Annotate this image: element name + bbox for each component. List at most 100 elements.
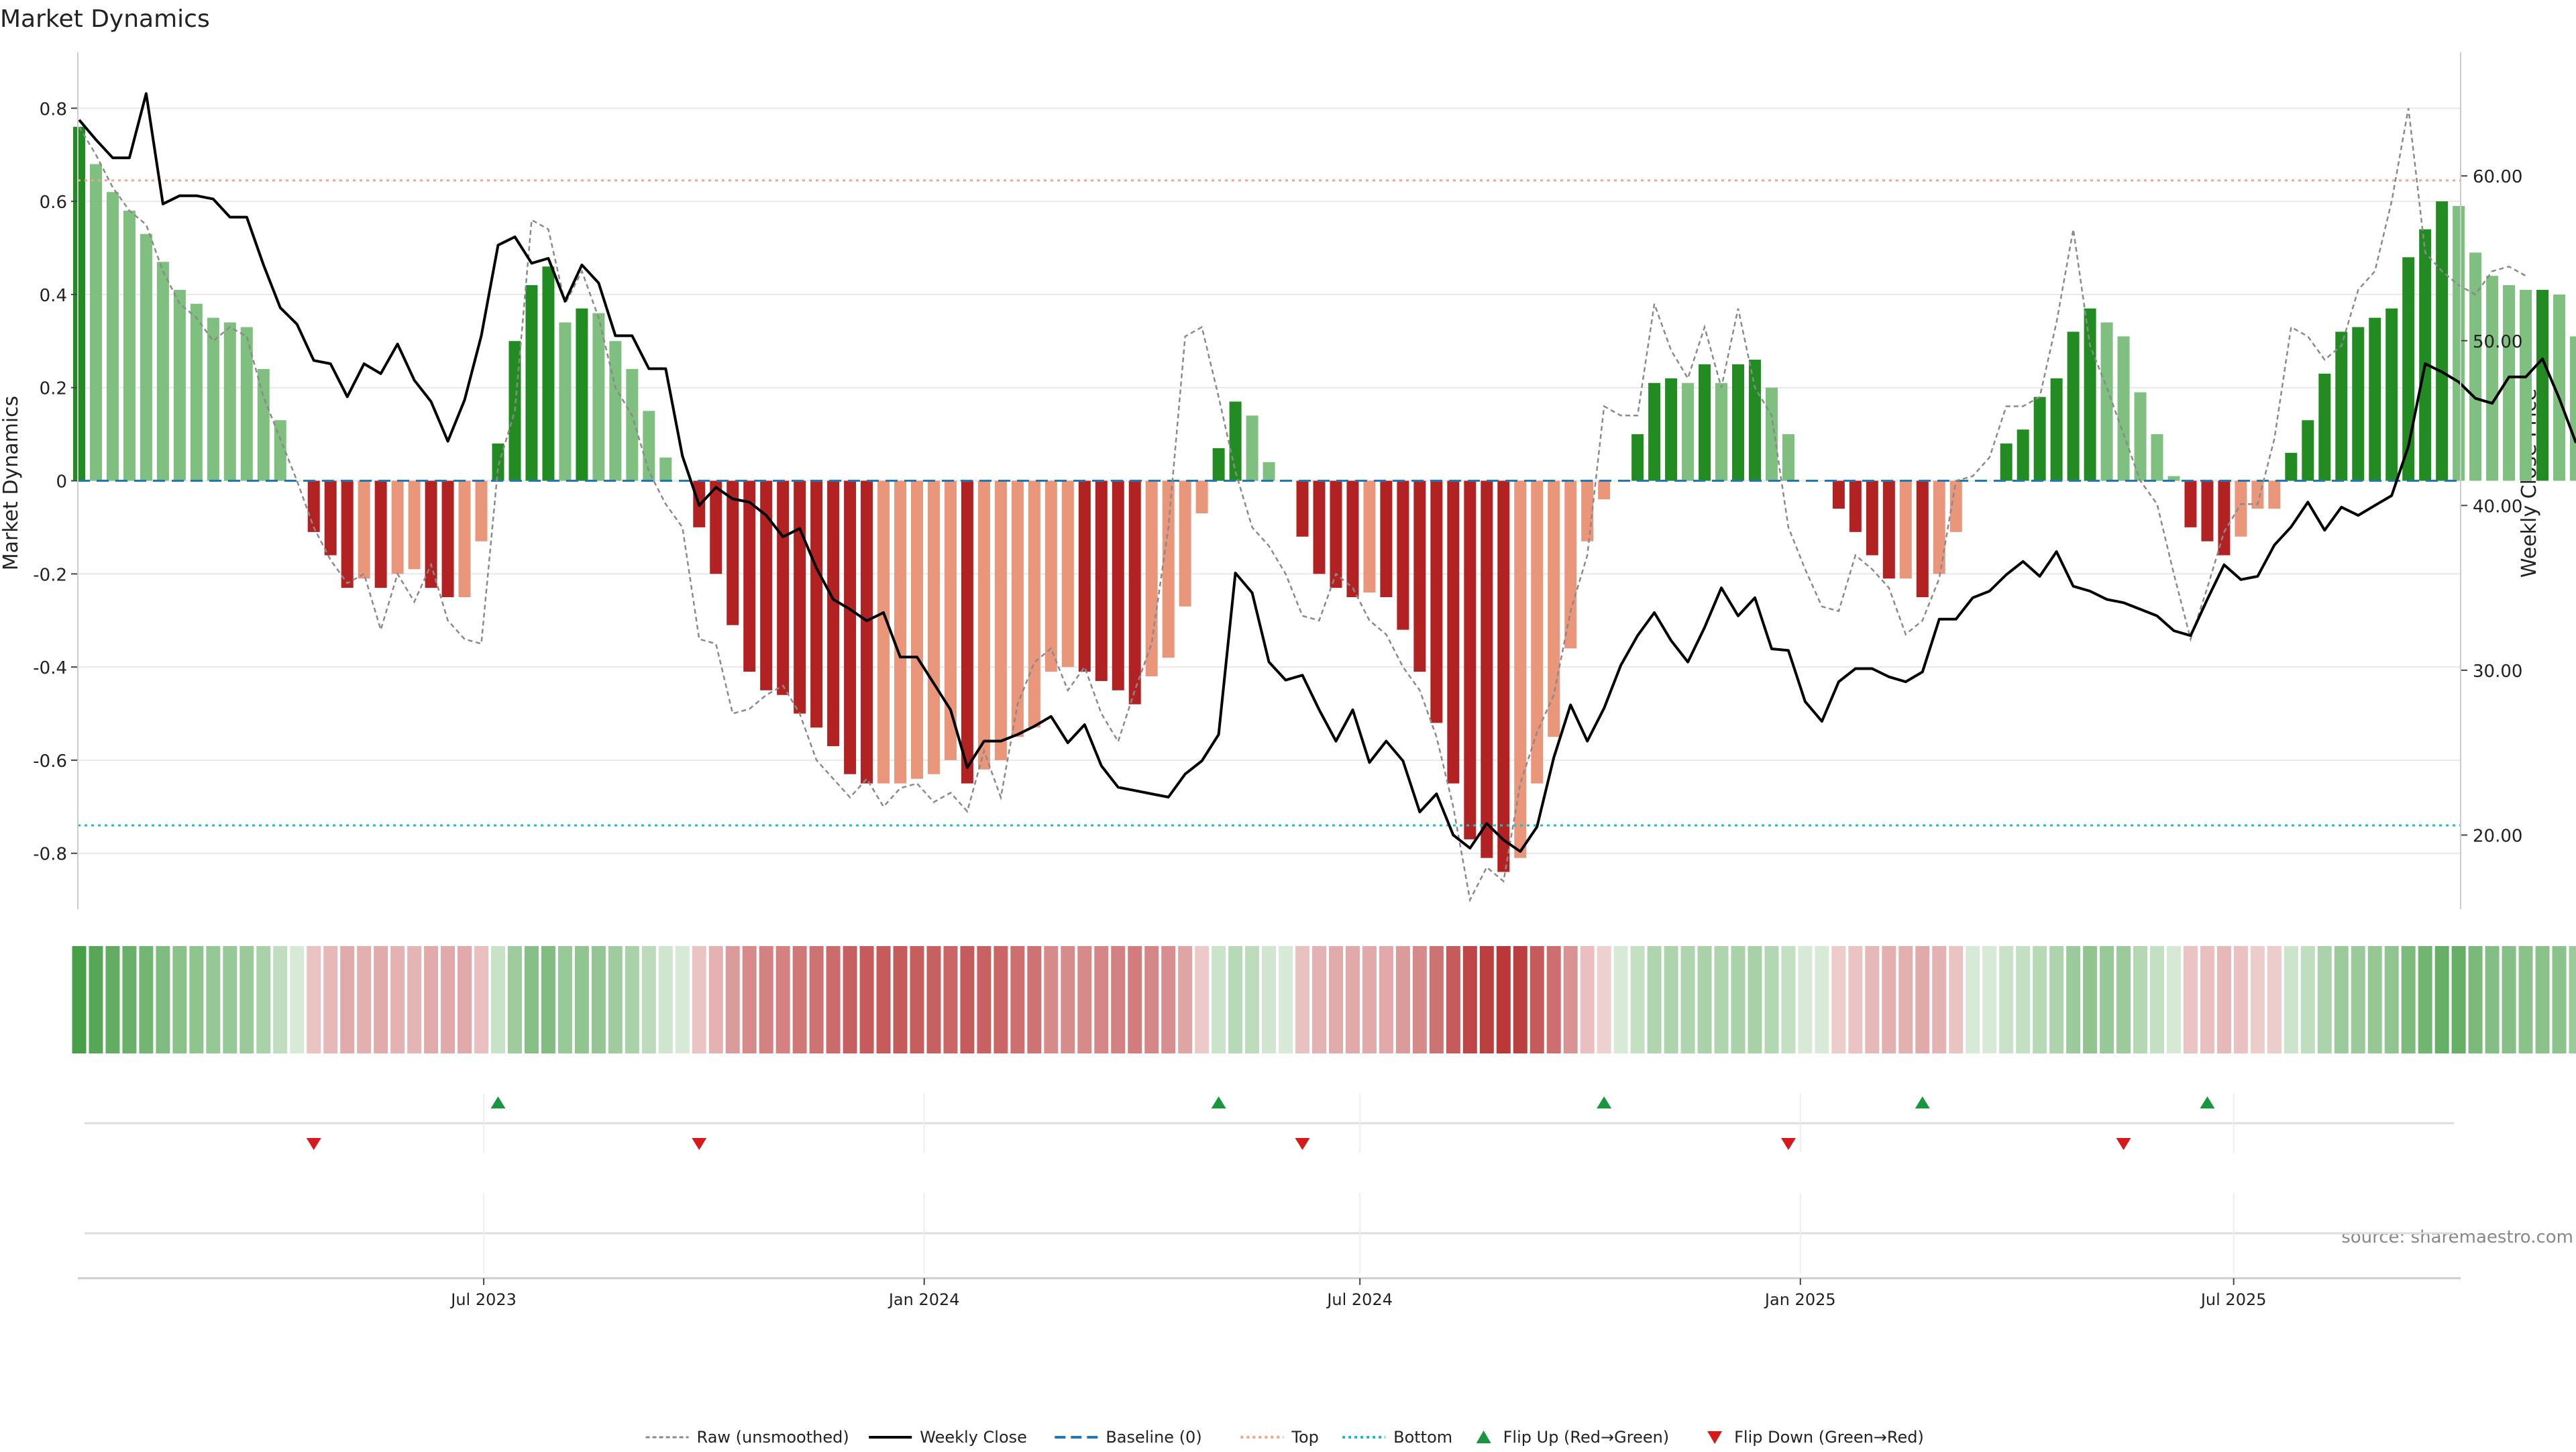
bar (1179, 480, 1191, 607)
strip-cell (2183, 946, 2198, 1053)
bar (609, 341, 622, 481)
bar (2218, 480, 2231, 556)
bar (2369, 317, 2381, 481)
strip-cell (1462, 946, 1477, 1053)
bar (1699, 364, 1711, 481)
bar (727, 480, 739, 625)
bar (1263, 462, 1275, 481)
strip-cell (1949, 946, 1964, 1053)
y-tick-label-left: 0.8 (40, 99, 67, 119)
strip-cell (2066, 946, 2081, 1053)
flip-up-marker (490, 1096, 506, 1108)
bar (1548, 480, 1560, 737)
strip-cell (1513, 946, 1527, 1053)
bar (659, 457, 672, 481)
strip-cell (1295, 946, 1310, 1053)
bar (2134, 392, 2147, 481)
bar (2469, 252, 2482, 481)
bar (927, 480, 940, 774)
strip-cell (1279, 946, 1293, 1053)
bar (2503, 285, 2516, 481)
bar (173, 289, 186, 481)
strip-cell (1580, 946, 1595, 1053)
strip-cell (2016, 946, 2031, 1053)
bar (240, 327, 253, 481)
bar (1430, 480, 1443, 723)
flip-down-marker (692, 1138, 707, 1150)
bar (2352, 327, 2365, 481)
bar (89, 164, 102, 481)
source-note: source: sharemaestro.com (2341, 1227, 2573, 1247)
bar (341, 480, 354, 588)
bar (894, 480, 907, 784)
flip-down-marker (1295, 1138, 1310, 1150)
strip-cell (156, 946, 170, 1053)
legend-item: Weekly Close (869, 1428, 1027, 1447)
strip-cell (658, 946, 673, 1053)
bar (810, 480, 823, 728)
x-tick-label: Jul 2023 (449, 1290, 517, 1309)
strip-cell (1262, 946, 1277, 1053)
strip-cell (2300, 946, 2315, 1053)
bar (994, 480, 1007, 760)
regime-strip (72, 946, 2576, 1053)
legend-label: Raw (unsmoothed) (697, 1428, 849, 1447)
strip-cell (1815, 946, 1829, 1053)
strip-cell (1446, 946, 1460, 1053)
strip-cell (256, 946, 271, 1053)
bar (743, 480, 756, 672)
strip-cell (2033, 946, 2047, 1053)
bar (1481, 480, 1493, 858)
strip-cell (792, 946, 807, 1053)
chart-title: Market Dynamics (0, 5, 210, 33)
strip-cell (424, 946, 439, 1053)
flip-up-marker (1915, 1096, 1930, 1108)
strip-cell (1865, 946, 1880, 1053)
bar (223, 322, 236, 481)
bar (2335, 331, 2348, 481)
bar (2302, 420, 2314, 481)
bar (827, 480, 840, 747)
strip-cell (2535, 946, 2550, 1053)
strip-cell (1764, 946, 1779, 1053)
strip-cell (1077, 946, 1092, 1053)
y-tick-label-right: 60.00 (2473, 167, 2522, 187)
strip-cell (2083, 946, 2098, 1053)
bar (274, 420, 286, 481)
y-axis-label-left: Market Dynamics (0, 396, 23, 571)
legend-item: Bottom (1342, 1428, 1452, 1447)
strip-cell (390, 946, 405, 1053)
bar (760, 480, 773, 690)
bar (1849, 480, 1862, 532)
bar (207, 317, 219, 481)
bar (1296, 480, 1309, 537)
strip-cell (1010, 946, 1025, 1053)
strip-cell (826, 946, 841, 1053)
strip-cell (122, 946, 137, 1053)
strip-cell (307, 946, 321, 1053)
strip-cell (172, 946, 187, 1053)
bar (2151, 434, 2163, 481)
legend-label: Flip Up (Red→Green) (1503, 1428, 1670, 1447)
bar (1866, 480, 1878, 556)
bar (977, 480, 990, 770)
strip-cell (2468, 946, 2483, 1053)
strip-cell (1027, 946, 1042, 1053)
bar (492, 443, 504, 481)
strip-cell (1529, 946, 1544, 1053)
y-tick-label-right: 50.00 (2473, 332, 2522, 352)
strip-cell (910, 946, 924, 1053)
bar (475, 480, 488, 541)
bar (1212, 448, 1225, 481)
bar (1464, 480, 1477, 839)
bar (106, 192, 119, 481)
bar (2536, 289, 2549, 481)
strip-cell (357, 946, 372, 1053)
strip-cell (1412, 946, 1427, 1053)
strip-cell (557, 946, 572, 1053)
strip-cell (1178, 946, 1193, 1053)
bar (123, 210, 136, 481)
strip-cell (1094, 946, 1109, 1053)
strip-cell (1630, 946, 1645, 1053)
